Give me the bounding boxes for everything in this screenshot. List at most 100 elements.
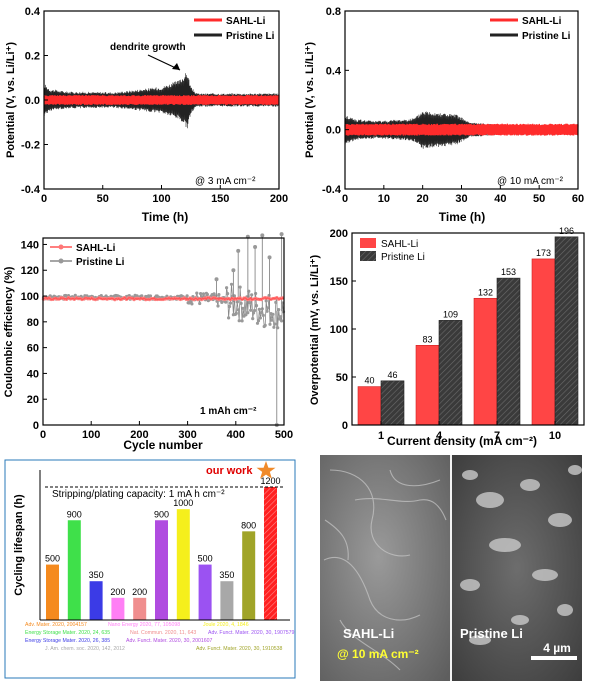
bar-sahl	[415, 345, 440, 426]
pb-xtick-label: 0	[342, 193, 348, 205]
pb-ytick-label: -0.4	[322, 184, 342, 196]
pristine-point	[225, 286, 229, 290]
pristine-spike-point	[260, 233, 265, 238]
legend-label-pristine: Pristine Li	[226, 31, 275, 42]
series-sahl-line	[43, 296, 284, 301]
panel-d-legend: SAHL-Li Pristine Li	[360, 238, 425, 263]
pristine-point	[226, 292, 230, 296]
panel-a-xlabel: Time (h)	[142, 210, 188, 224]
sem-pristine-texture	[460, 465, 582, 645]
pristine-point	[205, 292, 209, 297]
pristine-point	[99, 294, 103, 298]
star-icon	[256, 461, 276, 479]
panel-c-coulombic-efficiency: 0 100 200 300 400 500 0 20 40 60 80 100 120 140 Cycle…	[3, 232, 293, 452]
pa-xtick-label: 50	[97, 193, 109, 205]
pristine-spike-point	[236, 248, 241, 253]
bar-reference	[220, 581, 234, 620]
pristine-point	[264, 299, 268, 303]
pristine-point	[279, 315, 283, 319]
bar-value-label: 153	[501, 267, 516, 277]
pd-ytick-label: 50	[336, 372, 348, 384]
pristine-point	[201, 292, 206, 296]
annotation-current-b: @ 10 mA cm⁻²	[497, 176, 564, 187]
pc-xtick-label: 300	[178, 429, 196, 441]
bar-value-label: 200	[110, 587, 125, 597]
scale-bar	[531, 656, 577, 660]
pd-xtick-label: 1	[378, 430, 384, 442]
pristine-spike-point	[279, 232, 284, 237]
pa-ytick-label: -0.4	[21, 184, 41, 196]
legend-label-sahl: SAHL-Li	[76, 243, 116, 254]
pristine-point	[216, 304, 220, 308]
annotation-arrowhead	[172, 63, 180, 70]
pc-ytick-label: 120	[21, 265, 39, 277]
pd-ytick-label: 150	[330, 276, 348, 288]
pristine-point	[273, 322, 277, 326]
pristine-point	[266, 306, 270, 310]
pristine-point	[244, 313, 248, 317]
pristine-point	[140, 294, 144, 298]
pb-xtick-label: 40	[494, 193, 506, 205]
pa-ytick-label: 0.2	[25, 51, 40, 63]
pristine-point	[185, 294, 189, 298]
sem-sahl-texture	[323, 469, 447, 671]
pristine-point	[272, 325, 276, 329]
pristine-point	[277, 308, 281, 312]
pa-xtick-label: 150	[211, 193, 229, 205]
pristine-point	[253, 308, 257, 313]
legend-label-sahl: SAHL-Li	[381, 239, 418, 250]
pristine-point	[263, 323, 267, 327]
pristine-spike-point	[267, 255, 272, 260]
bar-value-label: 500	[45, 554, 60, 564]
reference-citation: Energy Storage Mater. 2020, 26, 385	[25, 638, 110, 644]
panel-a-voltage-3mA: 0 50 100 150 200 -0.4 -0.2 0.0 0.2 0.4 Time (h) P…	[5, 6, 288, 224]
pristine-point	[195, 291, 199, 295]
reference-citation: Nano Energy 2020, 77, 105098	[108, 622, 180, 628]
pristine-point	[265, 309, 269, 313]
panel-e-lifespan-comparison: 500 900 350 200 200 900 1000 500 350 800 1200 Stri…	[4, 459, 296, 679]
bar-reference	[176, 509, 190, 620]
pa-xtick-label: 0	[41, 193, 47, 205]
pristine-point	[190, 302, 194, 306]
pristine-point	[64, 293, 68, 298]
pb-xtick-label: 20	[417, 193, 429, 205]
pristine-point	[227, 316, 231, 320]
legend-swatch-sahl	[360, 238, 376, 248]
pa-ytick-label: 0.0	[25, 95, 40, 107]
panel-e-ylabel: Cycling lifespan (h)	[13, 494, 25, 596]
reference-citation: Adv. Mater. 2020, 2004157	[25, 622, 87, 628]
legend-marker-pristine	[58, 258, 64, 264]
pristine-point	[238, 285, 242, 289]
legend-label-pristine: Pristine Li	[522, 31, 571, 42]
pristine-point	[252, 311, 256, 315]
pa-xtick-label: 200	[270, 193, 288, 205]
pristine-point	[259, 311, 263, 315]
bar-sahl	[357, 386, 382, 426]
reference-citation: J. Am. chem. soc. 2020, 142, 2012	[45, 646, 125, 652]
panel-d-xlabel: Current density (mA cm⁻²)	[387, 434, 537, 448]
pc-ytick-label: 140	[21, 239, 39, 251]
pristine-point	[148, 294, 153, 298]
pc-ytick-label: 80	[27, 317, 39, 329]
legend-label-sahl: SAHL-Li	[522, 16, 562, 27]
bar-value-label: 800	[241, 520, 256, 530]
panel-c-legend: SAHL-Li Pristine Li	[50, 243, 125, 268]
pristine-point	[248, 301, 252, 305]
pb-xtick-label: 10	[378, 193, 390, 205]
reference-citation: Adv. Funct. Mater. 2020, 30, 1910538	[196, 646, 283, 652]
pb-xtick-label: 60	[572, 193, 584, 205]
series-sahl-trace	[344, 123, 579, 136]
bar-value-label: 132	[478, 287, 493, 297]
panel-c-ylabel: Coulombic efficiency (%)	[3, 266, 15, 397]
pristine-point	[261, 313, 265, 317]
panel-b-xlabel: Time (h)	[439, 210, 485, 224]
annotation-capacity-c: 1 mAh cm⁻²	[200, 406, 257, 417]
legend-label-pristine: Pristine Li	[381, 252, 425, 263]
pb-xtick-label: 50	[533, 193, 545, 205]
pristine-point	[251, 317, 255, 321]
bar-pristine	[380, 380, 405, 426]
pristine-point	[212, 292, 216, 296]
pd-xtick-label: 4	[436, 430, 443, 442]
pb-ytick-label: 0.8	[326, 6, 341, 18]
